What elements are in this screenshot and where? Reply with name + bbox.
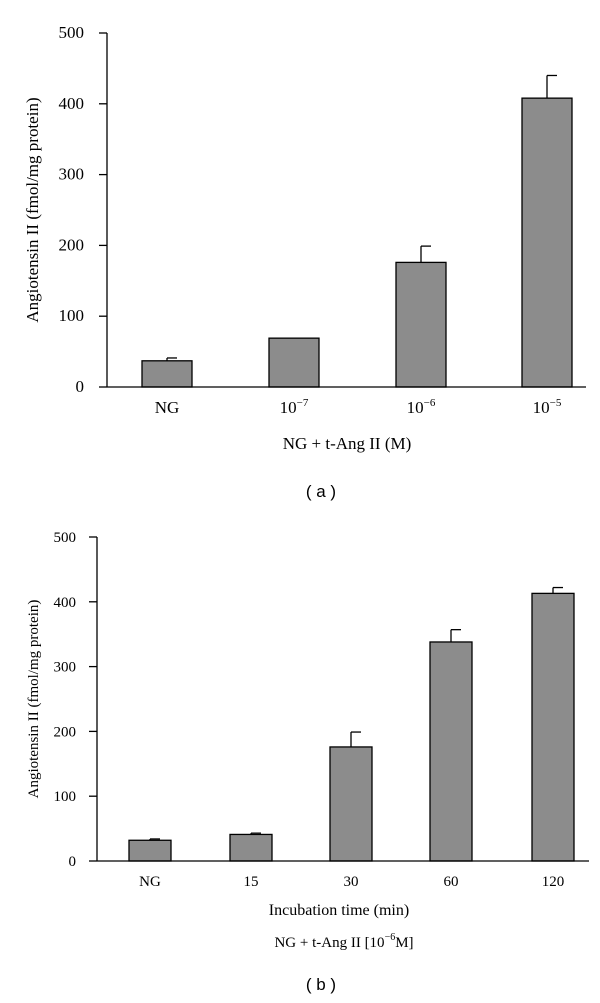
bar xyxy=(429,641,473,862)
y-axis-label-b: Angiotensin II (fmol/mg protein) xyxy=(26,600,42,799)
y-axis-label-a: Angiotensin II (fmol/mg protein) xyxy=(23,97,42,322)
bar xyxy=(395,261,447,388)
error-bar xyxy=(166,357,177,361)
error-bars-a xyxy=(166,74,557,361)
x-axis-label-a: NG + t-Ang II (M) xyxy=(283,434,412,453)
y-tick-label: 500 xyxy=(59,23,85,42)
bar xyxy=(521,97,573,388)
y-tick-label: 0 xyxy=(69,854,77,870)
y-tick-label: 500 xyxy=(54,530,77,546)
x-tick-label: 60 xyxy=(444,874,459,890)
x-tick-label: NG xyxy=(155,398,180,417)
x-tick-label: 15 xyxy=(244,874,259,890)
bar xyxy=(268,337,320,388)
y-tick-label: 400 xyxy=(59,94,85,113)
error-bar xyxy=(149,838,160,841)
error-bar xyxy=(250,832,261,835)
bars-b xyxy=(128,592,575,862)
y-ticks-b: 0 100 200 300 400 500 xyxy=(54,530,97,870)
x-axis-label-b: Incubation time (min) xyxy=(269,902,409,919)
error-bar xyxy=(546,74,557,99)
y-ticks-a: 0 100 200 300 400 500 xyxy=(59,23,107,396)
x-tick-label: 120 xyxy=(542,874,565,890)
bar xyxy=(141,360,193,388)
bar xyxy=(531,592,575,862)
x-tick-label: NG xyxy=(139,874,161,890)
x-ticks-b: NG 15 30 60 120 xyxy=(139,874,564,890)
error-bar xyxy=(552,586,563,594)
bar xyxy=(229,833,273,862)
y-tick-label: 300 xyxy=(59,165,85,184)
y-tick-label: 300 xyxy=(54,660,77,676)
x-tick-label: 10−6 xyxy=(407,397,436,417)
y-tick-label: 200 xyxy=(54,724,77,740)
y-tick-label: 200 xyxy=(59,235,85,254)
error-bars-b xyxy=(149,586,563,841)
x-tick-label: 10−5 xyxy=(533,397,562,417)
x-axis-label-b-condition: NG + t-Ang II [10−6M] xyxy=(274,932,413,951)
bars-a xyxy=(141,97,573,388)
panel-label-a: ( a ) xyxy=(306,482,336,501)
y-tick-label: 100 xyxy=(59,306,85,325)
y-tick-label: 100 xyxy=(54,789,77,805)
y-tick-label: 400 xyxy=(54,595,77,611)
bar xyxy=(329,746,373,862)
error-bar xyxy=(420,245,431,263)
x-tick-label: 10−7 xyxy=(280,397,309,417)
error-bar xyxy=(350,731,361,747)
y-tick-label: 0 xyxy=(76,377,85,396)
x-tick-label: 30 xyxy=(344,874,359,890)
panel-label-b: ( b ) xyxy=(306,975,336,994)
chart-panel-a: 0 100 200 300 400 500 NG 10−7 10−6 10−5 Angioten… xyxy=(23,23,586,501)
x-ticks-a: NG 10−7 10−6 10−5 xyxy=(155,397,562,417)
bar xyxy=(128,839,172,862)
chart-panel-b: 0 100 200 300 400 500 NG 15 30 60 120 Angiotensin… xyxy=(26,530,589,994)
error-bar xyxy=(450,629,461,642)
